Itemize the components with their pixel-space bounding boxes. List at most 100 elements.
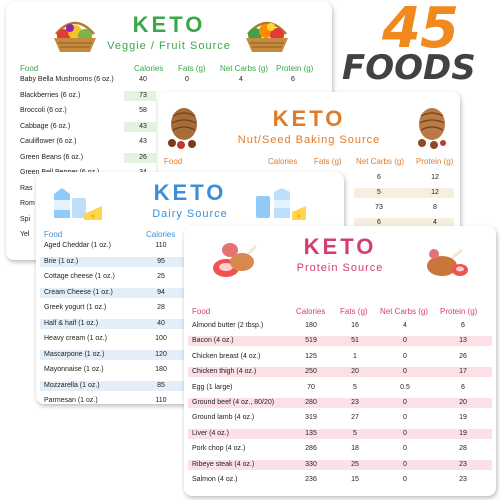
table-row: Chicken thigh (4 oz.) 250 20 0 17 <box>184 366 496 378</box>
veggie-header: Food Calories Fats (g) Net Carbs (g) Pro… <box>6 62 332 76</box>
row-stripe <box>188 398 492 408</box>
cell-food: Aged Cheddar (1 oz.) <box>44 242 111 249</box>
cell-cal: 94 <box>157 288 165 296</box>
vegetable-basket-icon <box>242 16 292 59</box>
cell-cal: 26 <box>139 153 147 161</box>
cell-cal: 319 <box>305 414 317 422</box>
cell-fat: 0 <box>185 76 189 83</box>
table-row: Greek yogurt (1 oz.) 28 <box>36 302 344 314</box>
fruit-basket-icon <box>50 16 100 59</box>
cell-pro: 6 <box>291 76 295 83</box>
cell-food: Cottage cheese (1 oz.) <box>44 273 115 280</box>
row-stripe <box>40 256 200 267</box>
cell-food: Cream Cheese (1 oz.) <box>44 288 113 296</box>
cell-food: Salmon (4 oz.) <box>192 476 238 483</box>
table-row: Green Beans (6 oz.) 26 <box>6 152 332 164</box>
cell-carb: 6 <box>377 174 381 181</box>
cell-fat: 25 <box>351 460 359 468</box>
nuts-icon <box>164 106 204 155</box>
col-carbs: Net Carbs (g) <box>220 64 269 73</box>
cell-food: Liver (4 oz.) <box>192 429 229 437</box>
table-row: Half & half (1 oz.) 40 <box>36 318 344 330</box>
protein-subtitle: Protein Source <box>296 262 384 274</box>
cell-food: Spi <box>20 215 31 223</box>
cell-carb: 0 <box>403 429 407 437</box>
cell-food: Baby Bella Mushrooms (6 oz.) <box>20 76 114 83</box>
table-row: Cream Cheese (1 oz.) 94 <box>36 287 344 299</box>
milk-carton-icon <box>48 186 104 227</box>
col-fats: Fats (g) <box>340 307 368 316</box>
dairy-subtitle: Dairy Source <box>152 208 228 220</box>
cell-cal: 43 <box>139 138 147 145</box>
table-row: Mascarpone (1 oz.) 120 <box>36 349 344 361</box>
cell-carb: 0.5 <box>400 383 410 391</box>
cell-fat: 23 <box>351 399 359 406</box>
cell-carb: 4 <box>239 76 243 83</box>
row-stripe <box>124 152 156 163</box>
cell-fat: 5 <box>353 429 357 437</box>
table-row: Pork chop (4 oz.) 286 18 0 28 <box>184 443 496 455</box>
cell-carb: 0 <box>403 399 407 406</box>
table-row: Blackberries (6 oz.) 73 <box>6 90 332 102</box>
row-stripe <box>188 428 492 439</box>
cell-fat: 20 <box>351 368 359 376</box>
table-row: Cabbage (6 oz.) 43 <box>6 121 332 133</box>
cell-pro: 12 <box>431 189 439 196</box>
cell-pro: 23 <box>459 460 467 468</box>
cell-cal: 135 <box>305 429 317 437</box>
cell-cal: 25 <box>157 273 165 280</box>
cell-carb: 4 <box>403 322 407 329</box>
table-row: Heavy cream (1 oz.) 100 <box>36 333 344 345</box>
cell-food: Mayonnaise (1 oz.) <box>44 366 104 373</box>
row-stripe <box>354 188 454 198</box>
cell-cal: 180 <box>155 366 167 373</box>
col-food: Food <box>192 307 211 316</box>
cell-carb: 0 <box>403 414 407 422</box>
cell-carb: 0 <box>403 460 407 468</box>
cell-pro: 6 <box>461 383 465 391</box>
table-row: Broccoli (6 oz.) 58 <box>6 105 332 117</box>
cell-fat: 16 <box>351 322 359 329</box>
cell-cal: 40 <box>139 76 147 83</box>
row-stripe <box>124 90 156 101</box>
table-row: Mozzarella (1 oz.) 85 <box>36 380 344 392</box>
cell-fat: 5 <box>353 383 357 391</box>
cell-pro: 4 <box>433 219 437 226</box>
cell-food: Broccoli (6 oz.) <box>20 107 67 114</box>
cell-food: Blackberries (6 oz.) <box>20 91 81 99</box>
cell-cal: 280 <box>305 399 317 406</box>
table-row: Rom <box>6 198 332 210</box>
cell-food: Green Beans (6 oz.) <box>20 153 84 161</box>
cell-cal: 330 <box>305 460 317 468</box>
table-row: 5 12 <box>158 187 460 199</box>
cell-food: Parmesan (1 oz.) <box>44 397 98 404</box>
cell-food: Pork chop (4 oz.) <box>192 445 246 453</box>
cell-cal: 180 <box>305 322 317 329</box>
cell-cal: 43 <box>139 122 147 130</box>
cell-carb: 6 <box>377 219 381 226</box>
cell-pro: 19 <box>459 414 467 422</box>
cell-carb: 5 <box>377 189 381 196</box>
cell-food: Heavy cream (1 oz.) <box>44 335 108 342</box>
col-calories: Calories <box>268 157 298 166</box>
protein-title: KETO <box>303 234 377 259</box>
cell-food: Chicken breast (4 oz.) <box>192 352 261 360</box>
col-calories: Calories <box>146 230 176 239</box>
col-protein: Protein (g) <box>276 64 314 73</box>
cell-pro: 19 <box>459 429 467 437</box>
cell-food: Half & half (1 oz.) <box>44 319 99 327</box>
cell-food: Brie (1 oz.) <box>44 257 79 265</box>
cell-food: Ribeye steak (4 oz.) <box>192 460 255 468</box>
cell-pro: 12 <box>431 174 439 181</box>
table-row: Liver (4 oz.) 135 5 0 19 <box>184 428 496 440</box>
table-row: Brie (1 oz.) 95 <box>36 256 344 268</box>
nut-subtitle: Nut/Seed Baking Source <box>237 134 381 146</box>
veggie-title: KETO <box>132 12 206 37</box>
cell-cal: 85 <box>157 381 165 389</box>
row-stripe <box>188 367 492 378</box>
table-row: Mayonnaise (1 oz.) 180 <box>36 364 344 376</box>
cell-carb: 73 <box>375 204 383 211</box>
row-stripe <box>40 349 200 360</box>
cell-fat: 1 <box>353 352 357 360</box>
